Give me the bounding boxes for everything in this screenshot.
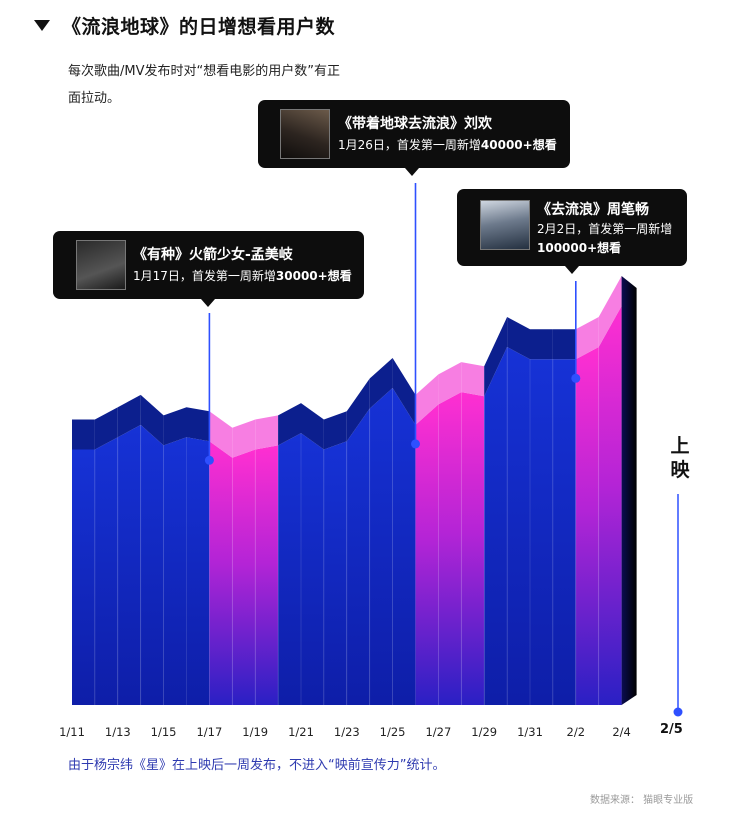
- area-top-highlight: [209, 411, 233, 458]
- album-cover-icon: [76, 240, 126, 290]
- area-segment: [301, 433, 324, 705]
- x-tick-label: 1/21: [288, 725, 314, 739]
- x-tick-label: 1/23: [334, 725, 360, 739]
- x-tick-label: 1/19: [242, 725, 268, 739]
- area-top: [323, 411, 347, 450]
- callout-pointer-icon: [405, 168, 419, 176]
- x-tick-label: 1/25: [380, 725, 406, 739]
- callout-pointer-icon: [201, 299, 215, 307]
- area-top-highlight: [415, 374, 439, 425]
- area-top-highlight: [575, 317, 599, 360]
- x-tick-label: 1/29: [471, 725, 497, 739]
- area-top: [117, 394, 141, 438]
- x-tick-label: 1/15: [151, 725, 177, 739]
- area-top: [140, 394, 164, 446]
- footnote: 由于杨宗纬《星》在上映后一周发布，不进入“映前宣传力”统计。: [68, 758, 446, 773]
- area-segment: [346, 408, 370, 705]
- area-segment: [552, 359, 576, 705]
- x-tick-label: 1/13: [105, 725, 131, 739]
- release-label: 上映: [670, 435, 690, 481]
- area-segment: [278, 433, 301, 705]
- x-tick-label: 1/17: [196, 725, 222, 739]
- area-top: [530, 329, 553, 360]
- callout-description: 1月17日，首发第一周新增30000+想看: [133, 269, 352, 283]
- area-top-highlight: [438, 362, 462, 405]
- area-top: [552, 329, 576, 360]
- area-top: [484, 317, 508, 397]
- area-top: [94, 407, 118, 450]
- area-top: [163, 407, 187, 446]
- area-top-highlight: [255, 415, 279, 450]
- area-segment-highlight: [461, 392, 485, 705]
- area-top: [72, 419, 95, 450]
- area-top: [369, 358, 393, 409]
- area-segment-highlight: [232, 449, 256, 705]
- area-top: [278, 403, 301, 446]
- area-top: [301, 403, 324, 450]
- chart-subtitle: 每次歌曲/MV发布时对“想看电影的用户数”有正面拉动。: [68, 64, 340, 106]
- x-tick-label: 2/4: [612, 725, 631, 739]
- area-segment-highlight: [415, 404, 439, 705]
- release-markers: [204, 183, 581, 465]
- area-segment: [323, 441, 347, 705]
- area-segment: [507, 347, 530, 705]
- album-cover-icon: [480, 200, 530, 250]
- triangle-bullet-icon: [34, 20, 50, 31]
- area-segment-highlight: [438, 392, 462, 705]
- area-segment: [94, 437, 118, 705]
- area-top-highlight: [232, 419, 256, 458]
- x-axis-tick-labels: 1/11 1/13 1/15 1/17 1/19 1/21 1/23 1/25 1/27 1/29…: [59, 725, 631, 739]
- area-segment: [117, 424, 141, 705]
- callout-song-title: 《去流浪》周笔畅: [537, 202, 649, 218]
- area-top-highlight: [598, 276, 622, 347]
- callout-pointer-icon: [565, 266, 579, 274]
- area-bands: [72, 306, 622, 705]
- x-tick-label: 1/31: [517, 725, 543, 739]
- callout-qu-liu-lang: 《去流浪》周笔畅 2月2日，首发第一周新增 100000+想看: [457, 189, 687, 274]
- area-top: [392, 358, 416, 425]
- x-tick-label: 1/11: [59, 725, 85, 739]
- area-top: [346, 378, 370, 442]
- callout-description: 2月2日，首发第一周新增 100000+想看: [537, 222, 673, 255]
- x-tick-label: 1/27: [425, 725, 451, 739]
- callout-dai-zhe-di-qiu: 《带着地球去流浪》刘欢 1月26日，首发第一周新增40000+想看: [258, 100, 570, 176]
- area-top: [186, 407, 210, 442]
- callout-description: 1月26日，首发第一周新增40000+想看: [338, 138, 557, 152]
- area-right-side-face: [621, 276, 637, 705]
- area-segment: [484, 347, 508, 705]
- area-segment-highlight: [575, 347, 599, 705]
- area-segment: [140, 424, 164, 705]
- x-tick-label: 2/2: [567, 725, 586, 739]
- area-segment-highlight: [209, 441, 233, 705]
- area-segment-highlight: [598, 306, 622, 705]
- area-top: [507, 317, 530, 360]
- release-marker-dot: [571, 373, 581, 383]
- area-top-highlight: [461, 362, 485, 397]
- title-row: 《流浪地球》的日增想看用户数: [34, 12, 335, 39]
- release-date: 2/5: [660, 722, 683, 737]
- callout-you-zhong: 《有种》火箭少女-孟美岐 1月17日，首发第一周新增30000+想看: [53, 231, 364, 307]
- release-indicator-dot: [673, 707, 683, 717]
- area-top-surfaces: [72, 276, 622, 458]
- area-segment: [530, 359, 553, 705]
- callout-song-title: 《带着地球去流浪》刘欢: [338, 116, 492, 132]
- area-segment: [392, 388, 416, 705]
- data-source: 数据来源： 猫眼专业版: [590, 795, 694, 806]
- release-marker-dot: [204, 455, 214, 465]
- area-segment: [163, 437, 187, 705]
- area-segment-highlight: [255, 445, 279, 705]
- area-segment: [72, 449, 95, 705]
- album-cover-icon: [280, 109, 330, 159]
- release-marker-dot: [411, 439, 420, 449]
- area-segment: [369, 388, 393, 705]
- chart-title: 《流浪地球》的日增想看用户数: [62, 16, 336, 38]
- column-divider-lines: [94, 347, 600, 705]
- callout-song-title: 《有种》火箭少女-孟美岐: [133, 247, 293, 263]
- area-segment: [186, 437, 210, 705]
